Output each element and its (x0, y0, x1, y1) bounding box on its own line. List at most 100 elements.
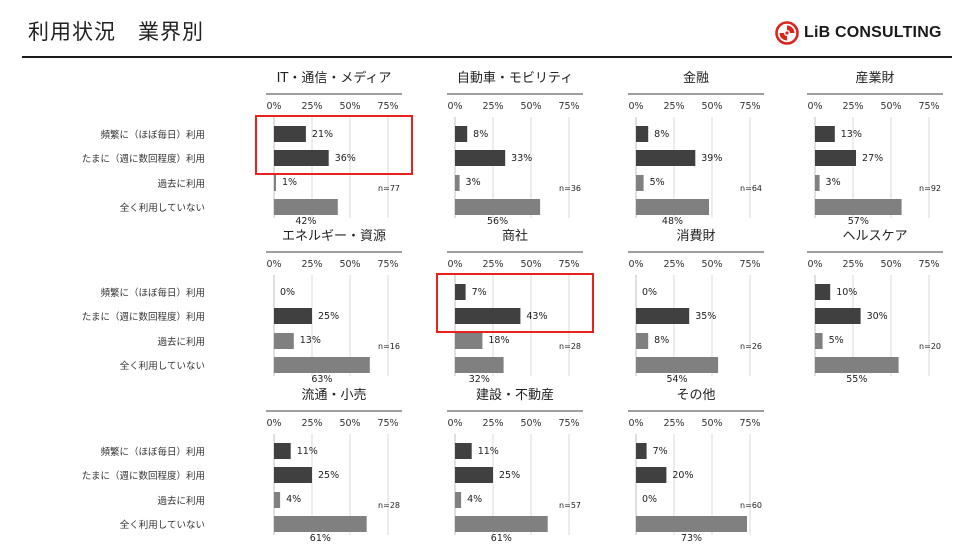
tick-label: 0% (266, 418, 281, 429)
data-label: 3% (826, 177, 841, 188)
tick-label: 0% (266, 259, 281, 270)
header: 利用状況 業界別 LiB CONSULTING (0, 0, 972, 60)
category-label: 全く利用していない (120, 202, 205, 214)
data-label: 48% (662, 216, 683, 227)
data-label: 42% (295, 216, 316, 227)
bar (815, 308, 861, 324)
data-label: 30% (867, 311, 888, 322)
data-label: 39% (701, 153, 722, 164)
tick-label: 0% (807, 259, 822, 270)
tick-label: 75% (739, 101, 760, 112)
tick-label: 50% (520, 418, 541, 429)
tick-label: 25% (663, 101, 684, 112)
category-label: 過去に利用 (157, 336, 205, 348)
sample-size-label: n=26 (740, 342, 762, 351)
tick-label: 50% (520, 101, 541, 112)
category-label: 全く利用していない (120, 519, 205, 531)
data-label: 21% (312, 129, 333, 140)
bar (636, 516, 747, 532)
data-label: 25% (318, 470, 339, 481)
chart-panel: エネルギー・資源 0% 25% 50% 75% 0% 25% 13% 63% n=16 (266, 229, 402, 385)
bar (636, 467, 667, 483)
bar (455, 175, 460, 191)
data-label: 25% (318, 311, 339, 322)
bar (455, 199, 541, 215)
chart-panel: 流通・小売 0% 25% 50% 75% 11% 25% 4% 61% n=28 (266, 387, 402, 544)
data-label: 0% (642, 494, 657, 505)
tick-label: 0% (628, 259, 643, 270)
data-label: 4% (286, 494, 301, 505)
sample-size-label: n=28 (559, 342, 581, 351)
tick-label: 75% (377, 259, 398, 270)
tick-label: 75% (377, 101, 398, 112)
data-label: 25% (499, 470, 520, 481)
tick-label: 75% (558, 418, 579, 429)
chart-title: IT・通信・メディア (277, 70, 392, 86)
data-label: 54% (666, 374, 687, 385)
tick-label: 50% (520, 259, 541, 270)
category-label: 過去に利用 (157, 178, 205, 190)
tick-label: 25% (663, 418, 684, 429)
sample-size-label: n=28 (378, 501, 400, 510)
bar (274, 357, 370, 373)
bar (815, 199, 902, 215)
data-label: 55% (846, 374, 867, 385)
tick-label: 25% (663, 259, 684, 270)
data-label: 20% (672, 470, 693, 481)
tick-label: 25% (301, 418, 322, 429)
tick-label: 50% (339, 259, 360, 270)
bar (455, 126, 468, 142)
data-label: 8% (654, 335, 669, 346)
header-rule (22, 56, 952, 58)
tick-label: 0% (628, 418, 643, 429)
data-label: 5% (650, 177, 665, 188)
data-label: 7% (653, 446, 668, 457)
chart-panel: IT・通信・メディア 0% 25% 50% 75% 21% 36% 1% 42% n=77 (255, 70, 413, 227)
data-label: 56% (487, 216, 508, 227)
data-label: 0% (280, 287, 295, 298)
category-label: 過去に利用 (157, 495, 205, 507)
bar (274, 199, 338, 215)
data-label: 3% (466, 177, 481, 188)
chart-title: 消費財 (676, 229, 715, 244)
data-label: 13% (841, 129, 862, 140)
bar (636, 443, 647, 459)
data-label: 13% (300, 335, 321, 346)
data-label: 11% (297, 446, 318, 457)
data-label: 43% (526, 311, 547, 322)
chart-panel: 建設・不動産 0% 25% 50% 75% 11% 25% 4% 61% n=57 (447, 387, 583, 544)
bar (636, 333, 649, 349)
data-label: 11% (478, 446, 499, 457)
highlight-box (436, 273, 594, 333)
chart-panel: 金融 0% 25% 50% 75% 8% 39% 5% 48% n=64 (628, 70, 764, 227)
chart-panel: 自動車・モビリティ 0% 25% 50% 75% 8% 33% 3% 56% n=36 (447, 71, 583, 227)
tick-label: 25% (482, 259, 503, 270)
chart-panel: ヘルスケア 0% 25% 50% 75% 10% 30% 5% 55% n=20 (807, 229, 943, 385)
chart-title: 建設・不動産 (476, 387, 554, 403)
bar (636, 199, 709, 215)
sample-size-label: n=60 (740, 501, 762, 510)
chart-title: その他 (676, 388, 715, 403)
data-label: 33% (511, 153, 532, 164)
chart-panel: 消費財 0% 25% 50% 75% 0% 35% 8% 54% n=26 (628, 229, 764, 385)
bar (455, 516, 548, 532)
company-logo: LiB CONSULTING (775, 20, 942, 46)
tick-label: 0% (447, 418, 462, 429)
chart-title: ヘルスケア (842, 229, 907, 244)
sample-size-label: n=16 (378, 342, 400, 351)
data-label: 36% (335, 153, 356, 164)
sample-size-label: n=77 (378, 184, 400, 193)
bar (274, 333, 294, 349)
category-label: 頻繁に（ほぼ毎日）利用 (100, 129, 205, 141)
bar (815, 333, 823, 349)
sample-size-label: n=64 (740, 184, 762, 193)
tick-label: 75% (739, 259, 760, 270)
category-label: 全く利用していない (120, 360, 205, 372)
tick-label: 0% (447, 101, 462, 112)
data-label: 57% (848, 216, 869, 227)
tick-label: 75% (918, 101, 939, 112)
